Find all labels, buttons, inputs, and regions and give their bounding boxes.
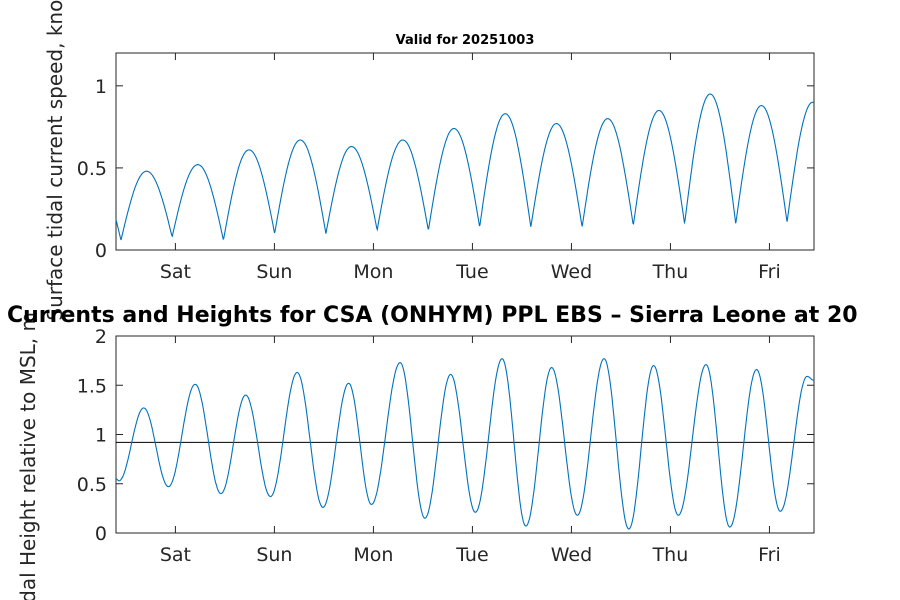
y-tick-label: 0 [95,240,107,262]
x-tick-label: Sun [256,261,292,283]
x-tick-label: Tue [455,544,488,566]
current-speed-plot: 0 0.5 1 Sat Sun Mon Tue Wed Thu Fri Valid for 202… [43,0,815,321]
tidal-height-y-axis-label: Tidal Height relative to MSL, m [16,312,40,600]
x-tick-label: Thu [652,261,689,283]
x-tick-label: Fri [758,261,781,283]
y-tick-label: 1 [95,425,107,447]
tidal-height-plot: 0 0.5 1 1.5 2 Sat Sun Mon Tue Wed Thu Fri Tidal Hei… [7,303,858,600]
x-tick-label: Sun [256,544,292,566]
x-tick-label: Wed [551,261,592,283]
current-speed-y-axis-label: Surface tidal current speed, knots [43,0,67,321]
x-tick-label: Thu [652,544,689,566]
x-tick-label: Wed [551,544,592,566]
x-tick-label: Sat [160,261,191,283]
x-tick-label: Sat [160,544,191,566]
x-tick-label: Mon [353,544,393,566]
tidal-height-series-line [115,358,814,530]
tidal-height-ticks: 0 0.5 1 1.5 2 Sat Sun Mon Tue Wed Thu Fri [77,326,814,566]
y-tick-label: 2 [95,326,107,348]
current-speed-chart-title: Valid for 20251003 [396,33,535,48]
y-tick-label: 0.5 [77,474,107,496]
y-tick-label: 1 [95,76,107,98]
current-speed-series-line [115,93,815,241]
y-tick-label: 0.5 [77,158,107,180]
x-tick-label: Tue [455,261,488,283]
y-tick-label: 1.5 [77,375,107,397]
current-speed-ticks: 0 0.5 1 Sat Sun Mon Tue Wed Thu Fri [77,53,814,283]
x-tick-label: Mon [353,261,393,283]
y-tick-label: 0 [95,523,107,545]
tidal-height-chart-title: Currents and Heights for CSA (ONHYM) PPL… [7,303,858,328]
x-tick-label: Fri [758,544,781,566]
tidal-height-axes-box [115,335,815,534]
